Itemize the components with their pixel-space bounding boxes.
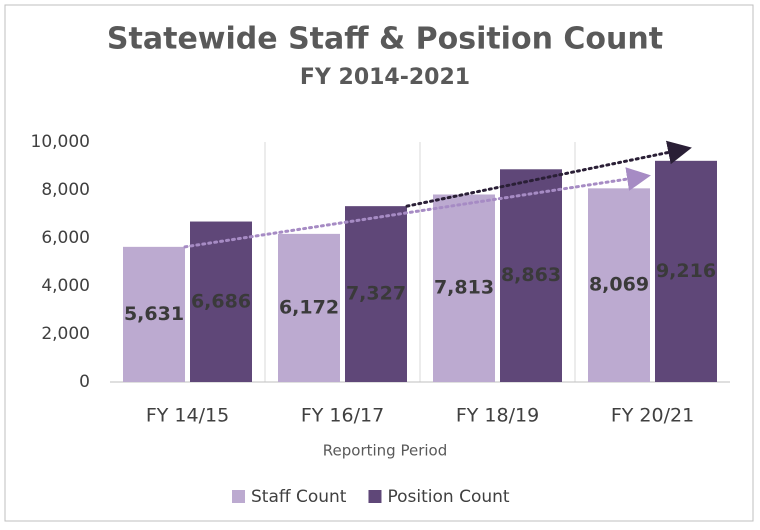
data-label: 6,686 [191,290,251,312]
bar [190,221,252,382]
legend-label: Staff Count [251,487,347,507]
data-label: 7,813 [434,277,494,299]
bar [123,246,185,382]
legend-swatch [368,490,382,503]
y-tick-label: 0 [79,372,90,392]
legend-swatch [232,490,245,503]
x-axis-label: Reporting Period [323,442,447,460]
data-label: 5,631 [124,303,184,325]
trend-line [405,140,692,208]
bar [588,188,650,382]
bar [500,169,562,382]
y-tick-label: 4,000 [41,276,90,296]
bar [433,194,495,382]
x-tick-label: FY 16/17 [301,405,384,427]
bar [278,233,340,382]
data-label: 8,863 [501,264,561,286]
bar [655,160,717,382]
legend-label: Position Count [387,487,509,507]
chart-subtitle: FY 2014-2021 [300,65,470,90]
data-label: 7,327 [346,283,406,305]
y-tick-label: 10,000 [31,132,90,152]
bar [345,206,407,382]
y-tick-label: 6,000 [41,228,90,248]
x-tick-label: FY 18/19 [456,405,539,427]
x-tick-label: FY 14/15 [146,405,229,427]
trend-line [183,167,651,249]
y-tick-label: 8,000 [41,180,90,200]
data-label: 6,172 [279,296,339,318]
data-label: 9,216 [656,260,716,282]
y-tick-label: 2,000 [41,324,90,344]
data-label: 8,069 [589,274,649,296]
chart-title: Statewide Staff & Position Count [107,22,663,57]
x-tick-label: FY 20/21 [611,405,694,427]
